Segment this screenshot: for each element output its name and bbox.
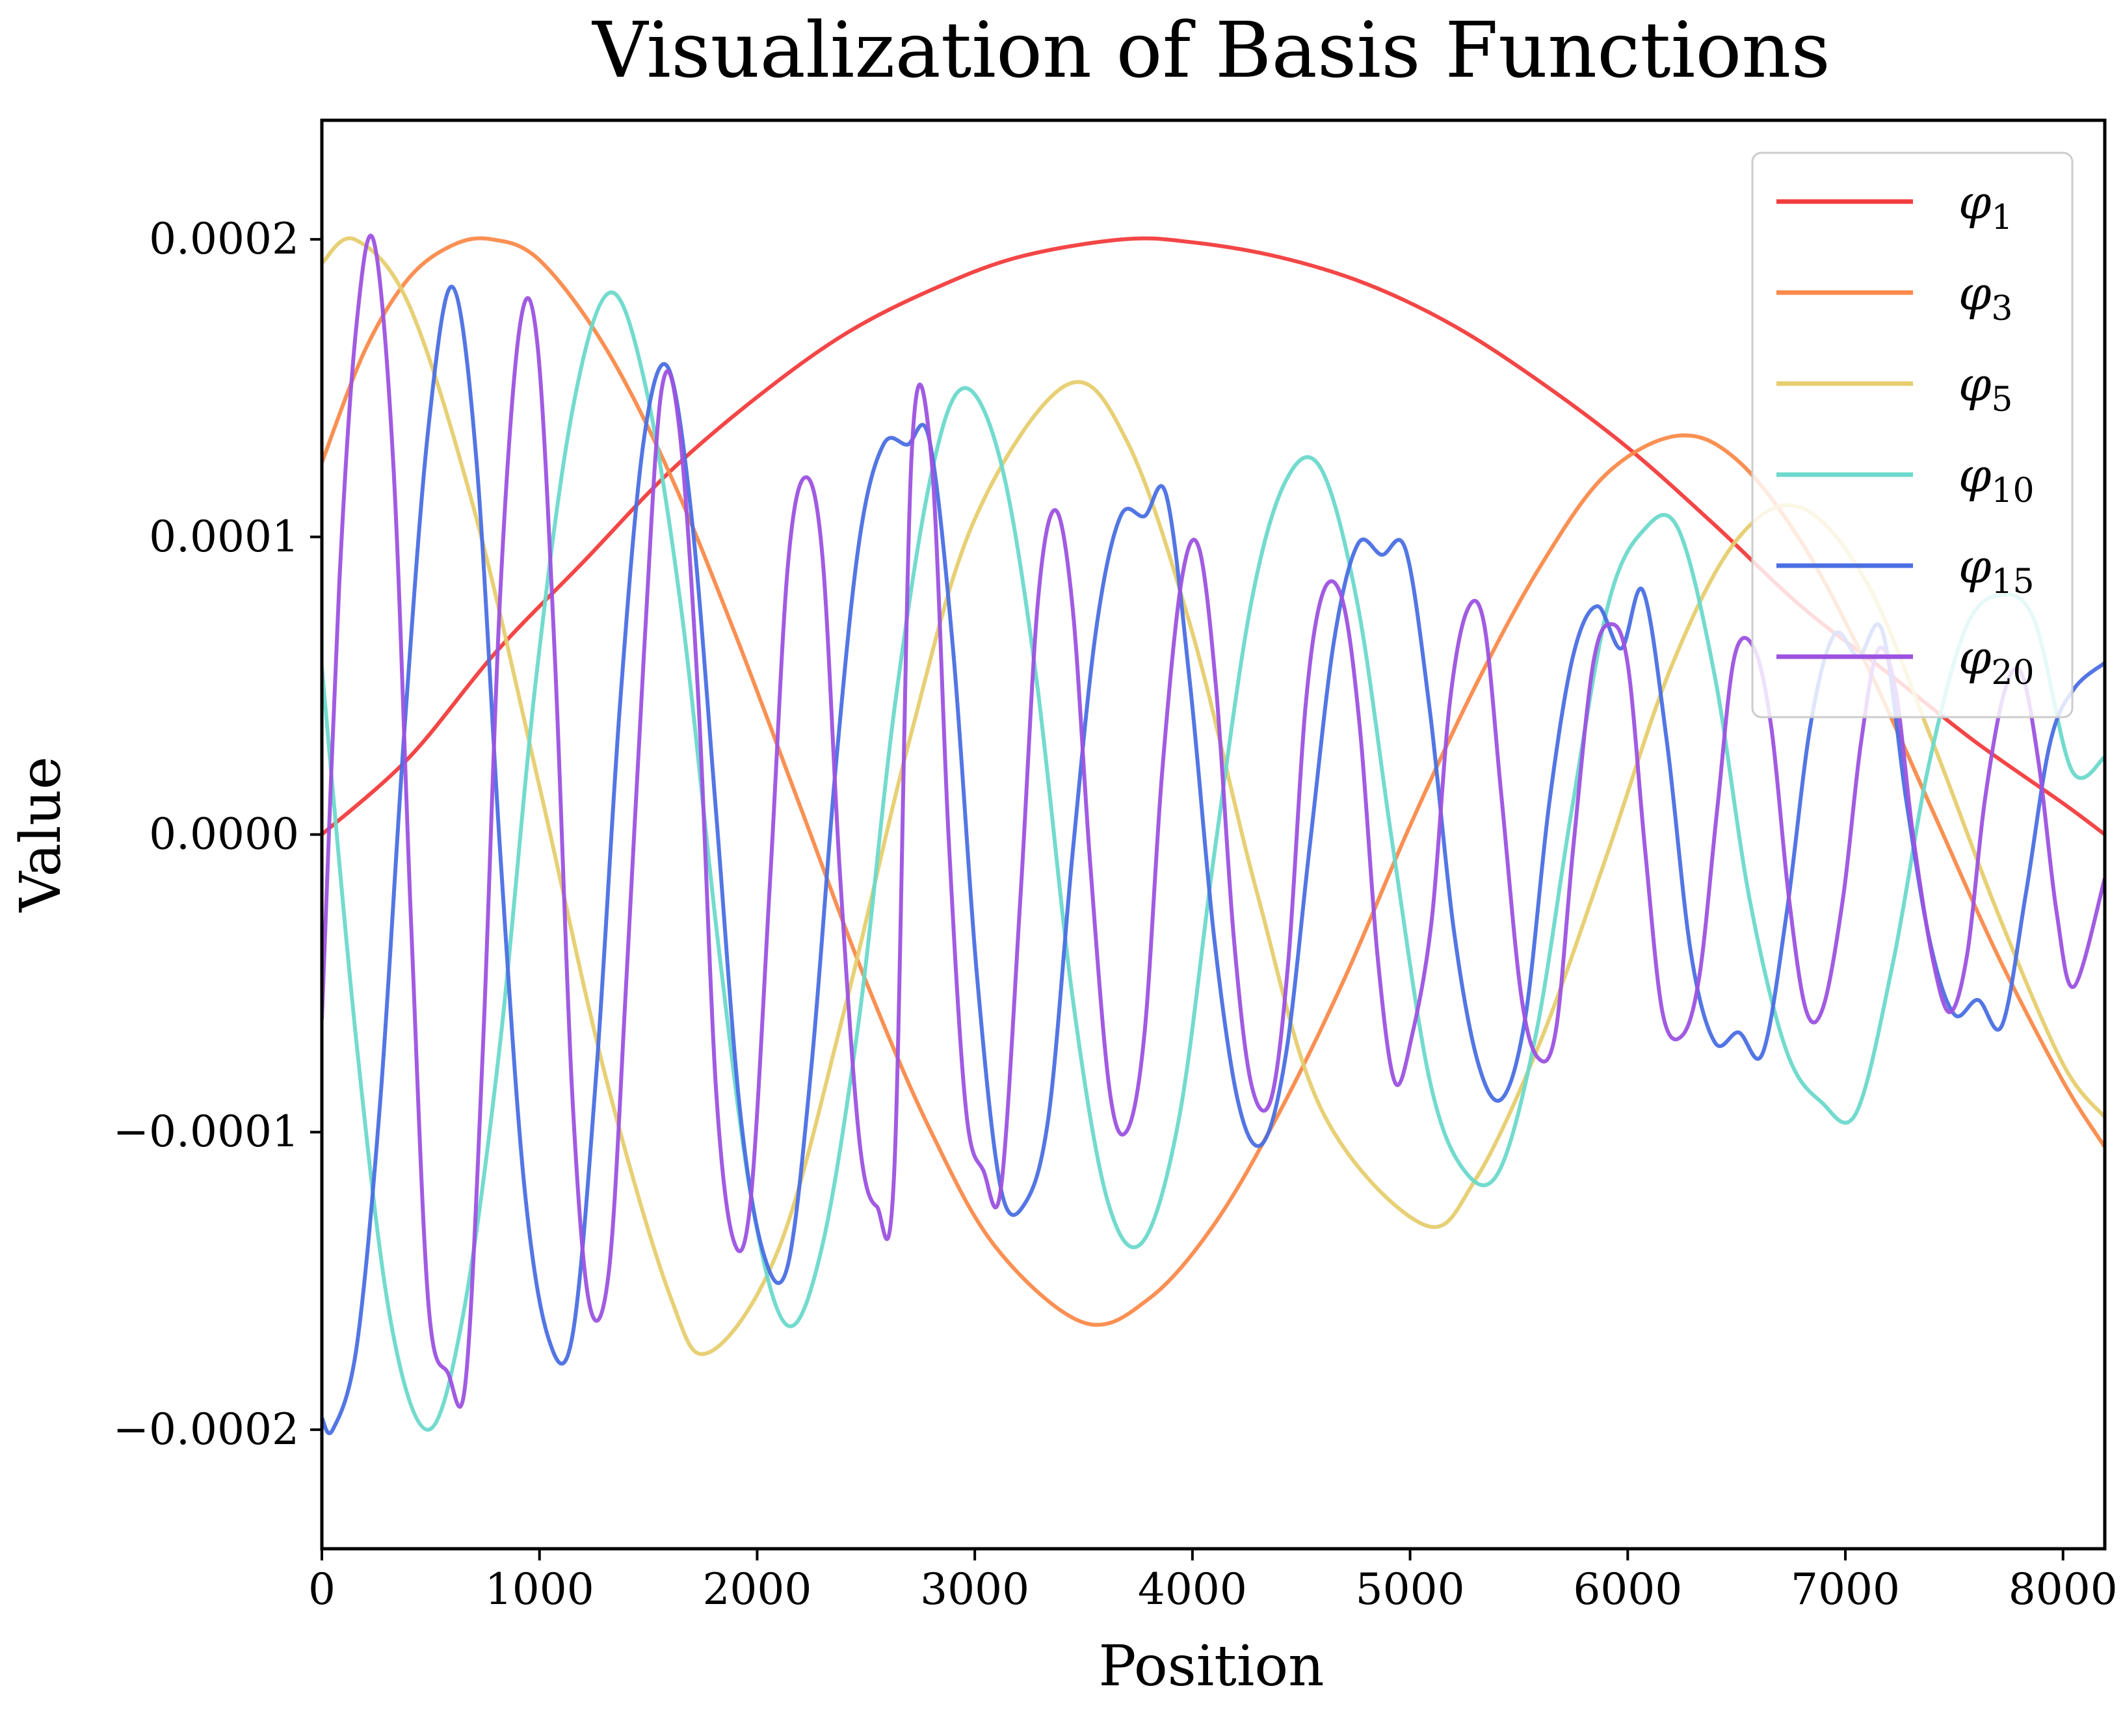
legend: φ1 φ3 φ5 φ10 φ15 φ20: [1751, 151, 2074, 718]
y-tick-label: 0.0002: [149, 214, 299, 264]
series-line-6: [322, 233, 2105, 1409]
legend-box: [1751, 151, 2074, 718]
y-tick-label: 0.0001: [149, 512, 299, 562]
x-tick-label: 4000: [1138, 1564, 1247, 1614]
chart-title: Visualization of Basis Functions: [591, 5, 1830, 95]
x-tick-label: 7000: [1791, 1564, 1900, 1614]
x-axis-ticks: 0 1000 2000 3000 4000 5000 6000 7000 8000: [308, 1549, 2118, 1614]
series-line-4: [322, 290, 2105, 1432]
x-axis-label: Position: [1098, 1634, 1324, 1699]
legend-label: φ1: [1958, 175, 2013, 237]
x-tick-label: 8000: [2009, 1564, 2118, 1614]
y-axis-label: Value: [8, 756, 73, 912]
x-tick-label: 0: [308, 1564, 336, 1614]
y-tick-label: −0.0001: [113, 1107, 299, 1157]
x-tick-label: 6000: [1573, 1564, 1682, 1614]
legend-label: φ5: [1958, 357, 2013, 419]
y-tick-label: −0.0002: [113, 1404, 299, 1454]
legend-label: φ15: [1958, 539, 2035, 601]
x-tick-label: 2000: [702, 1564, 811, 1614]
x-tick-label: 5000: [1356, 1564, 1465, 1614]
x-tick-label: 3000: [920, 1564, 1029, 1614]
y-axis-ticks: 0.0002 0.0001 0.0000 −0.0001 −0.0002: [113, 214, 322, 1454]
x-tick-label: 1000: [485, 1564, 594, 1614]
legend-label: φ20: [1958, 630, 2035, 692]
series-line-5: [322, 285, 2105, 1436]
plot-lines: [322, 233, 2105, 1436]
legend-label: φ3: [1958, 266, 2013, 328]
y-tick-label: 0.0000: [149, 809, 299, 860]
legend-label: φ10: [1958, 448, 2035, 510]
